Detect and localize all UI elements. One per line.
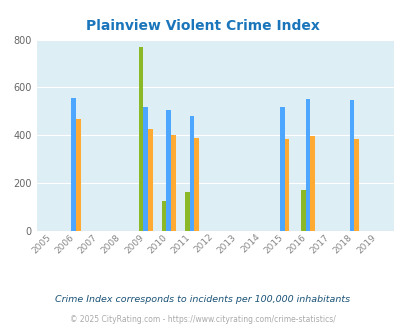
Bar (309, 136, 314, 231)
Bar (185, 191, 189, 231)
Bar (189, 116, 194, 231)
Bar (349, 100, 354, 231)
Text: Plainview Violent Crime Index: Plainview Violent Crime Index (86, 19, 319, 33)
Bar (171, 135, 175, 231)
Bar (284, 139, 289, 231)
Bar (354, 139, 358, 231)
Text: Crime Index corresponds to incidents per 100,000 inhabitants: Crime Index corresponds to incidents per… (55, 295, 350, 304)
Bar (71, 98, 76, 231)
Text: © 2025 CityRating.com - https://www.cityrating.com/crime-statistics/: © 2025 CityRating.com - https://www.city… (70, 315, 335, 324)
Bar (147, 129, 152, 231)
Bar (166, 110, 171, 231)
Bar (305, 99, 309, 231)
Bar (143, 107, 147, 231)
Bar (138, 47, 143, 231)
Bar (300, 190, 305, 231)
Bar (162, 201, 166, 231)
Bar (194, 138, 198, 231)
Bar (76, 118, 81, 231)
Bar (279, 107, 284, 231)
